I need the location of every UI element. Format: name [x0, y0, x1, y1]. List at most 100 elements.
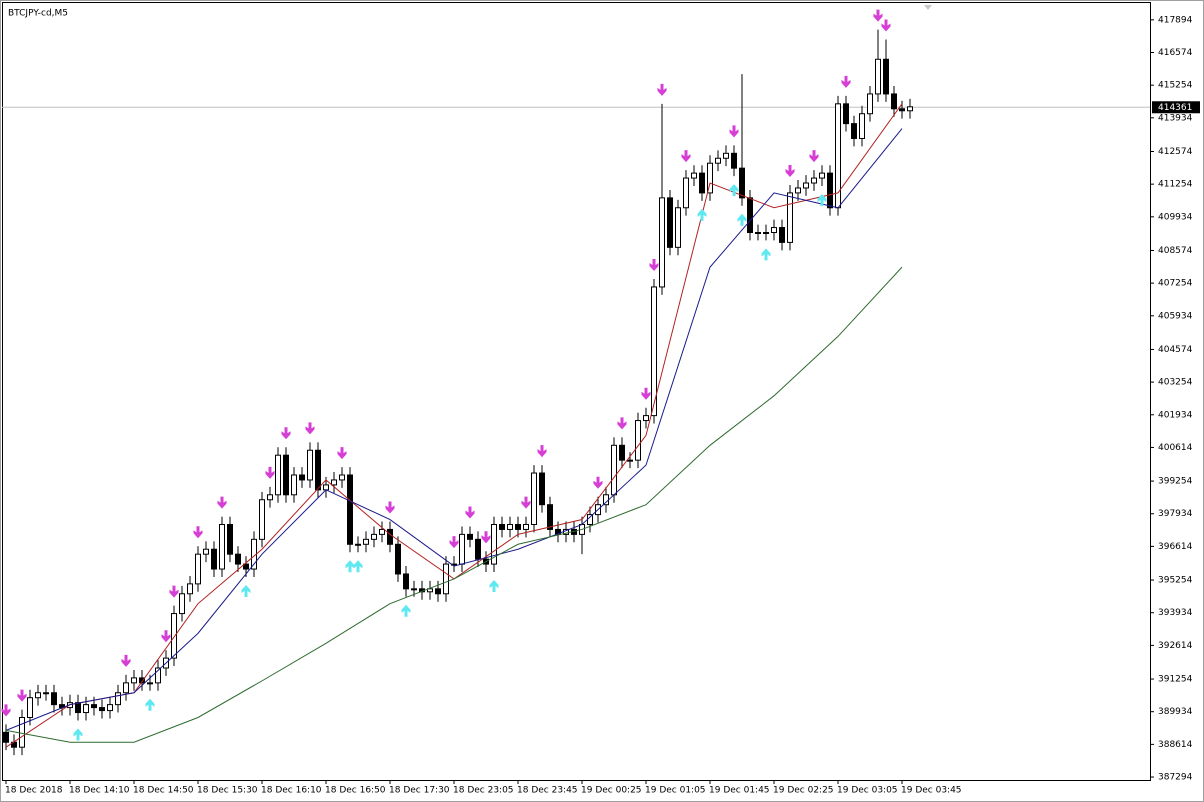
- candle-body: [795, 187, 801, 194]
- ma-line: [5, 266, 903, 743]
- y-tick-label: 412574: [1158, 147, 1193, 157]
- candle-body: [843, 103, 849, 125]
- sell-arrow: [729, 125, 739, 138]
- sell-arrow: [841, 75, 851, 88]
- candle-body: [411, 588, 417, 591]
- y-tick-label: 391254: [1158, 675, 1193, 685]
- candle-body: [155, 667, 161, 684]
- candle-body: [147, 682, 153, 685]
- candle-body: [387, 528, 393, 545]
- candle-body: [691, 172, 697, 179]
- shift-marker: [924, 5, 932, 10]
- sell-arrow: [657, 83, 667, 96]
- buy-arrow: [241, 584, 251, 597]
- y-tick-label: 416574: [1158, 48, 1193, 58]
- candle-body: [619, 444, 625, 461]
- candle-body: [91, 704, 97, 709]
- candle-body: [555, 528, 561, 535]
- candle-body: [35, 692, 41, 699]
- candle-body: [723, 152, 729, 159]
- candle-body: [179, 593, 185, 615]
- candle-body: [371, 533, 377, 540]
- current-price-box: [1152, 101, 1200, 114]
- candle-body: [403, 573, 409, 590]
- y-tick-label: 397934: [1158, 509, 1193, 519]
- sell-arrow: [169, 585, 179, 598]
- y-tick-label: 413934: [1158, 113, 1193, 123]
- candle-body: [27, 697, 33, 718]
- candle-body: [211, 548, 217, 570]
- sell-arrow: [121, 654, 131, 667]
- candle-body: [187, 583, 193, 595]
- candle-body: [219, 523, 225, 570]
- candle-body: [531, 472, 537, 525]
- candle-body: [515, 523, 521, 530]
- x-tick-label: 19 Dec 02:25: [773, 786, 834, 796]
- candle-body: [467, 533, 473, 540]
- sell-arrow: [217, 496, 227, 509]
- sell-arrow: [593, 476, 603, 489]
- sell-arrow: [193, 526, 203, 539]
- candle-body: [475, 538, 481, 560]
- y-tick-label: 399254: [1158, 477, 1193, 487]
- candle-body: [99, 707, 105, 712]
- sell-arrow: [681, 150, 691, 163]
- x-tick-label: 19 Dec 01:05: [645, 786, 706, 796]
- x-tick-label: 18 Dec 17:30: [389, 786, 450, 796]
- x-tick-label: 18 Dec 15:30: [197, 786, 258, 796]
- y-tick-label: 392614: [1158, 641, 1193, 651]
- candle-body: [139, 677, 145, 684]
- candle-body: [235, 553, 241, 565]
- buy-arrow: [817, 193, 827, 206]
- candle-body: [43, 692, 49, 695]
- y-tick-label: 407254: [1158, 279, 1193, 289]
- candle-body: [779, 227, 785, 243]
- x-tick-label: 18 Dec 16:10: [261, 786, 322, 796]
- sell-arrow: [161, 630, 171, 643]
- sell-arrow: [481, 531, 491, 544]
- x-tick-label: 18 Dec 23:05: [453, 786, 514, 796]
- candle-body: [331, 479, 337, 486]
- y-tick-label: 395254: [1158, 576, 1193, 586]
- candle-body: [875, 58, 881, 95]
- candle-body: [635, 420, 641, 461]
- candle-body: [739, 167, 745, 199]
- y-tick-label: 401934: [1158, 410, 1193, 420]
- candle-body: [667, 197, 673, 248]
- sell-arrow: [281, 427, 291, 440]
- candle-body: [523, 523, 529, 530]
- candle-body: [491, 523, 497, 565]
- candle-body: [659, 197, 665, 288]
- candle-body: [243, 563, 249, 570]
- y-tick-label: 393934: [1158, 608, 1193, 618]
- candle-body: [443, 563, 449, 595]
- x-tick-label: 18 Dec 16:50: [325, 786, 386, 796]
- buy-arrow: [353, 560, 363, 573]
- y-tick-label: 396614: [1158, 542, 1193, 552]
- candle-body: [675, 207, 681, 248]
- candle-body: [459, 533, 465, 565]
- candle-body: [283, 454, 289, 496]
- candle-body: [267, 494, 273, 501]
- candle-body: [611, 444, 617, 496]
- candle-body: [315, 449, 321, 491]
- candle-body: [763, 232, 769, 235]
- x-tick-label: 18 Dec 14:10: [69, 786, 130, 796]
- x-tick-label: 19 Dec 00:25: [581, 786, 642, 796]
- candle-body: [707, 162, 713, 194]
- candle-body: [883, 58, 889, 95]
- y-tick-label: 409934: [1158, 212, 1193, 222]
- sell-arrow: [17, 689, 27, 702]
- x-tick-label: 18 Dec 2018: [5, 786, 63, 796]
- sell-arrow: [449, 536, 459, 549]
- candle-body: [699, 172, 705, 194]
- x-tick-label: 19 Dec 01:45: [709, 786, 770, 796]
- candle-body: [363, 538, 369, 545]
- sell-arrow: [1, 704, 11, 717]
- candle-body: [379, 528, 385, 535]
- x-tick-label: 18 Dec 23:45: [517, 786, 578, 796]
- candle-body: [3, 731, 9, 743]
- candle-body: [499, 523, 505, 530]
- plot-frame: [2, 2, 1151, 781]
- candle-body: [203, 548, 209, 555]
